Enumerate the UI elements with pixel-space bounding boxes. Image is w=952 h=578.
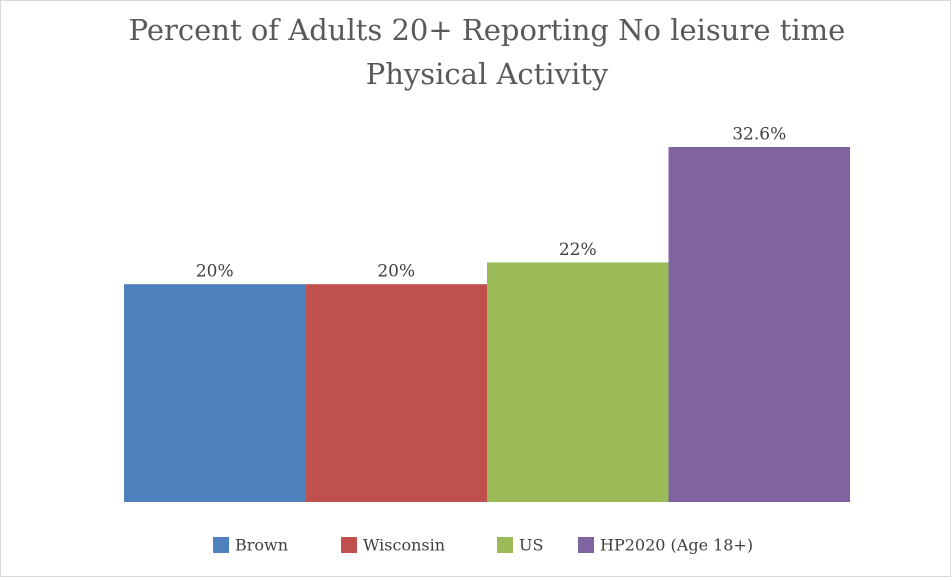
legend-label: Wisconsin <box>363 536 445 555</box>
legend-swatch <box>578 537 594 553</box>
chart-title: Physical Activity <box>366 57 609 91</box>
bar <box>668 147 850 502</box>
legend-label: HP2020 (Age 18+) <box>600 536 753 555</box>
legend-label: US <box>519 536 543 555</box>
chart-title: Percent of Adults 20+ Reporting No leisu… <box>129 13 846 47</box>
data-label: 20% <box>196 262 234 282</box>
bar <box>124 284 306 502</box>
data-label: 22% <box>559 240 597 260</box>
legend-swatch <box>341 537 357 553</box>
legend-label: Brown <box>235 536 288 555</box>
legend-swatch <box>213 537 229 553</box>
data-label: 20% <box>377 262 415 282</box>
bar <box>305 284 487 502</box>
data-label: 32.6% <box>732 125 786 145</box>
legend-swatch <box>497 537 513 553</box>
bar <box>487 262 669 502</box>
